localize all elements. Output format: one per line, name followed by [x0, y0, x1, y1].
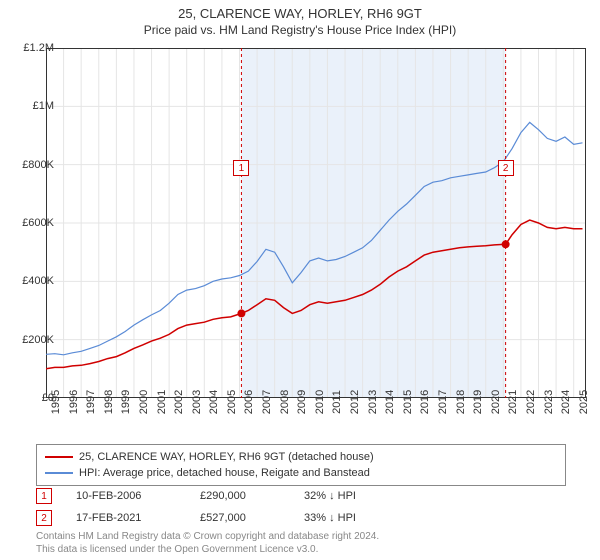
sale-diff: 32% ↓ HPI [304, 490, 356, 502]
x-tick-label: 2025 [578, 390, 590, 414]
x-tick-label: 2005 [226, 390, 238, 414]
x-tick-label: 2012 [349, 390, 361, 414]
y-tick-label: £0 [10, 392, 54, 404]
legend-item: HPI: Average price, detached house, Reig… [45, 465, 557, 481]
x-tick-label: 2007 [261, 390, 273, 414]
x-tick-label: 2001 [156, 390, 168, 414]
chart-subtitle: Price paid vs. HM Land Registry's House … [0, 21, 600, 41]
x-tick-label: 1998 [103, 390, 115, 414]
y-tick-label: £200K [10, 334, 54, 346]
line-chart [46, 48, 586, 398]
legend-swatch [45, 472, 73, 474]
sale-date: 17-FEB-2021 [76, 512, 176, 524]
x-tick-label: 2017 [437, 390, 449, 414]
x-tick-label: 2014 [384, 390, 396, 414]
x-tick-label: 2021 [507, 390, 519, 414]
legend-label: HPI: Average price, detached house, Reig… [79, 467, 370, 479]
footer: Contains HM Land Registry data © Crown c… [36, 530, 379, 556]
x-tick-label: 2002 [173, 390, 185, 414]
x-tick-label: 2003 [191, 390, 203, 414]
y-tick-label: £800K [10, 159, 54, 171]
footer-line: Contains HM Land Registry data © Crown c… [36, 530, 379, 543]
legend-swatch [45, 456, 73, 458]
x-tick-label: 2006 [243, 390, 255, 414]
y-tick-label: £400K [10, 275, 54, 287]
sale-row: 1 10-FEB-2006 £290,000 32% ↓ HPI [36, 488, 576, 504]
chart-area: 12 [46, 48, 586, 398]
x-tick-label: 2000 [138, 390, 150, 414]
x-tick-label: 2019 [472, 390, 484, 414]
y-tick-label: £1M [10, 100, 54, 112]
chart-title: 25, CLARENCE WAY, HORLEY, RH6 9GT [0, 0, 600, 21]
x-tick-label: 2018 [455, 390, 467, 414]
x-tick-label: 1997 [85, 390, 97, 414]
x-tick-label: 2004 [208, 390, 220, 414]
x-tick-label: 2015 [402, 390, 414, 414]
y-tick-label: £1.2M [10, 42, 54, 54]
sale-price: £290,000 [200, 490, 280, 502]
chart-container: 25, CLARENCE WAY, HORLEY, RH6 9GT Price … [0, 0, 600, 560]
x-tick-label: 2013 [367, 390, 379, 414]
sale-price: £527,000 [200, 512, 280, 524]
x-tick-label: 2024 [560, 390, 572, 414]
chart-sale-marker: 2 [498, 160, 514, 176]
x-tick-label: 1996 [68, 390, 80, 414]
sale-row: 2 17-FEB-2021 £527,000 33% ↓ HPI [36, 510, 576, 526]
x-tick-label: 1999 [120, 390, 132, 414]
chart-sale-marker: 1 [233, 160, 249, 176]
x-tick-label: 2010 [314, 390, 326, 414]
sale-marker-box: 1 [36, 488, 52, 504]
x-tick-label: 2008 [279, 390, 291, 414]
y-tick-label: £600K [10, 217, 54, 229]
legend-label: 25, CLARENCE WAY, HORLEY, RH6 9GT (detac… [79, 451, 374, 463]
legend-item: 25, CLARENCE WAY, HORLEY, RH6 9GT (detac… [45, 449, 557, 465]
x-tick-label: 2023 [543, 390, 555, 414]
x-tick-label: 1995 [50, 390, 62, 414]
x-tick-label: 2011 [331, 390, 343, 414]
footer-line: This data is licensed under the Open Gov… [36, 543, 379, 556]
sale-diff: 33% ↓ HPI [304, 512, 356, 524]
x-tick-label: 2016 [419, 390, 431, 414]
sale-date: 10-FEB-2006 [76, 490, 176, 502]
x-tick-label: 2020 [490, 390, 502, 414]
legend: 25, CLARENCE WAY, HORLEY, RH6 9GT (detac… [36, 444, 566, 486]
x-tick-label: 2022 [525, 390, 537, 414]
x-tick-label: 2009 [296, 390, 308, 414]
sale-marker-box: 2 [36, 510, 52, 526]
